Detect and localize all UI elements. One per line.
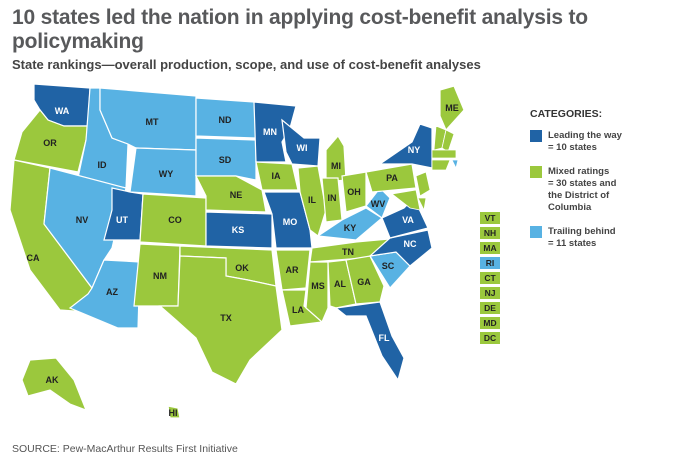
legend-detail: = 11 states [548,238,597,249]
state-label: KS [232,225,245,235]
state-label: KY [344,223,357,233]
state-tx [158,255,283,385]
state-mi [325,134,347,183]
state-wv [365,187,391,219]
state-ak [21,357,88,412]
state-me [439,85,465,132]
legend-swatch-mixed [530,166,542,178]
legend-label: Trailing behind [548,226,616,237]
state-sd [195,137,257,181]
legend-detail: = 10 states [548,142,597,153]
state-ma [431,149,457,159]
state-label: LA [292,305,304,315]
legend-item-mixed: Mixed ratings = 30 states and the Distric… [530,166,690,214]
us-map: WA OR CA ID NV MT WY UT AZ CO NM ND SD NE KS OK TX MN IA MO… [0,80,480,435]
state-label: OR [43,138,57,148]
legend-swatch-trailing [530,226,542,238]
state-label: CO [168,215,182,225]
state-label: AR [286,265,299,275]
state-ky [316,207,384,241]
state-label: MT [146,117,159,127]
chart-subtitle: State rankings—overall production, scope… [12,57,481,72]
state-ny [378,123,433,169]
legend-label: Mixed ratings [548,166,610,177]
state-label: ND [219,115,232,125]
state-label: WV [371,199,386,209]
state-label: SD [219,155,232,165]
us-map-svg: WA OR CA ID NV MT WY UT AZ CO NM ND SD NE KS OK TX MN IA MO… [9,83,465,419]
state-label: ID [98,160,108,170]
state-ks [205,211,273,249]
state-label: VA [402,215,414,225]
legend: CATEGORIES: Leading the way = 10 states M… [530,108,690,262]
legend-heading: CATEGORIES: [530,108,603,120]
state-fl [334,301,405,382]
state-label: AK [46,375,59,385]
state-label: AZ [106,287,118,297]
state-label: NE [230,190,243,200]
state-hi [167,405,181,419]
state-ct [431,159,451,171]
state-wy [129,147,197,197]
state-label: NC [404,239,417,249]
small-states-list: VT NH MA RI CT NJ DE MD DC [480,212,500,347]
state-label: IN [328,193,337,203]
state-label: AL [334,279,346,289]
small-state-ct: CT [480,272,500,284]
state-label: OH [347,187,361,197]
state-ga [345,255,385,305]
state-pa [365,163,417,193]
state-ms [305,261,329,323]
state-label: NV [76,215,89,225]
state-label: OK [235,263,249,273]
state-nc [368,229,433,267]
state-ar [275,249,311,291]
small-state-ma: MA [480,242,500,254]
state-nj [415,171,431,197]
state-label: TX [220,313,232,323]
state-label: UT [116,215,128,225]
state-ia [255,161,299,191]
state-label: WA [55,106,70,116]
state-label: CA [27,253,40,263]
state-de [417,197,427,212]
legend-item-trailing: Trailing behind = 11 states [530,226,690,250]
small-state-nh: NH [480,227,500,239]
state-label: MI [331,161,341,171]
small-state-nj: NJ [480,287,500,299]
legend-item-leading: Leading the way = 10 states [530,130,690,154]
small-state-ri: RI [480,257,500,269]
legend-swatch-leading [530,130,542,142]
state-ri [451,159,459,170]
small-state-md: MD [480,317,500,329]
small-state-dc: DC [480,332,500,344]
state-label: NM [153,271,167,281]
state-label: WY [159,169,174,179]
state-md [391,189,421,211]
chart-title: 10 states led the nation in applying cos… [12,6,588,53]
state-label: WI [297,143,308,153]
small-state-de: DE [480,302,500,314]
small-state-vt: VT [480,212,500,224]
state-label: IL [308,195,317,205]
state-label: GA [357,277,371,287]
state-label: NY [408,145,421,155]
state-label: PA [386,173,398,183]
legend-label: Leading the way [548,130,622,141]
state-label: IA [272,171,282,181]
state-label: MS [311,281,325,291]
state-label: MN [263,127,277,137]
state-ne [195,175,267,213]
state-label: HI [169,408,178,418]
legend-detail: = 30 states and the District of Columbia [548,178,617,213]
state-label: SC [382,261,395,271]
state-label: MO [283,217,298,227]
state-al [327,259,357,309]
state-label: FL [379,333,390,343]
state-label: TN [342,247,354,257]
source-note: SOURCE: Pew-MacArthur Results First Init… [12,443,238,455]
state-label: ME [445,103,459,113]
